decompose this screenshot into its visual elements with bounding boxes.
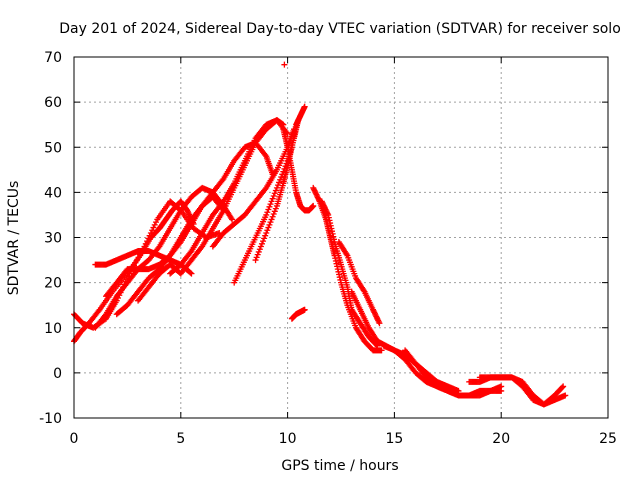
data-point: [229, 216, 236, 223]
x-tick-label: 5: [176, 431, 185, 447]
data-point: [261, 235, 268, 242]
series-arc-3: [92, 184, 236, 331]
y-tick-label: 10: [44, 321, 62, 337]
chart-title: Day 201 of 2024, Sidereal Day-to-day VTE…: [59, 21, 621, 37]
y-tick-label: 60: [44, 95, 62, 111]
data-point: [255, 248, 262, 255]
data-point: [258, 240, 265, 247]
data-point: [256, 246, 263, 253]
y-tick-labels: -10 0 10 20 30 40 50 60 70: [39, 50, 62, 427]
data-point: [260, 238, 267, 245]
data-point: [257, 243, 264, 250]
data-point: [142, 240, 149, 247]
data-point: [281, 61, 288, 68]
data-point: [271, 190, 278, 197]
data-point: [267, 219, 274, 226]
series-arc-14: [310, 184, 385, 354]
data-point: [267, 201, 274, 208]
data-point: [270, 211, 277, 218]
series-arc-12: [280, 126, 317, 214]
ticks-layer: [73, 56, 609, 419]
data-point: [153, 219, 160, 226]
series-arc-8: [167, 117, 291, 277]
data-point: [301, 306, 308, 313]
data-point: [254, 251, 261, 258]
data-point: [276, 179, 283, 186]
data-point: [559, 384, 566, 391]
data-point: [150, 224, 157, 231]
data-point: [562, 392, 569, 399]
data-point: [498, 383, 505, 390]
y-tick-label: -10: [39, 411, 62, 427]
data-point: [145, 235, 152, 242]
data-point: [273, 184, 280, 191]
y-tick-label: 20: [44, 276, 62, 292]
data-point: [272, 187, 279, 194]
x-axis-label: GPS time / hours: [281, 458, 398, 474]
series-arc-16: [335, 239, 383, 327]
series-arc-7: [135, 117, 287, 304]
data-point: [560, 383, 567, 390]
data-point: [262, 232, 269, 239]
data-points-layer: [71, 61, 569, 408]
y-tick-label: 70: [44, 50, 62, 66]
series-arc-21: [476, 374, 569, 408]
series-arc-22: [281, 61, 288, 68]
data-point: [271, 208, 278, 215]
series-arc-15: [318, 198, 381, 349]
data-point: [266, 203, 273, 210]
data-point: [376, 320, 383, 327]
data-point: [146, 232, 153, 239]
x-tick-labels: 0 5 10 15 20 25: [70, 431, 617, 447]
data-point: [264, 209, 271, 216]
data-point: [269, 213, 276, 220]
series-arc-11: [252, 103, 308, 264]
y-tick-label: 40: [44, 185, 62, 201]
y-tick-label: 30: [44, 231, 62, 247]
x-tick-label: 10: [279, 431, 297, 447]
data-point: [144, 238, 151, 245]
data-point: [268, 216, 275, 223]
data-point: [265, 224, 272, 231]
data-point: [268, 198, 275, 205]
data-point: [149, 227, 156, 234]
data-point: [253, 254, 260, 261]
data-point: [270, 192, 277, 199]
data-point: [188, 270, 195, 277]
data-point: [151, 221, 158, 228]
data-point: [272, 205, 279, 212]
data-point: [378, 347, 385, 354]
data-point: [269, 195, 276, 202]
y-tick-label: 50: [44, 140, 62, 156]
x-tick-label: 25: [599, 431, 617, 447]
data-point: [263, 229, 270, 236]
y-tick-label: 0: [53, 366, 62, 382]
data-point: [147, 229, 154, 236]
y-axis-label: SDTVAR / TECUs: [6, 181, 22, 296]
x-tick-label: 0: [70, 431, 79, 447]
data-point: [265, 206, 272, 213]
data-point: [278, 174, 285, 181]
data-point: [252, 257, 259, 264]
x-tick-label: 20: [492, 431, 510, 447]
data-point: [310, 202, 317, 209]
data-point: [187, 269, 194, 276]
series-arc-13: [288, 306, 308, 322]
series-arc-19: [402, 347, 505, 399]
data-point: [263, 211, 270, 218]
data-point: [301, 103, 308, 110]
x-tick-label: 15: [385, 431, 403, 447]
data-point: [266, 221, 273, 228]
series-arc-9: [209, 126, 298, 250]
data-point: [264, 227, 271, 234]
